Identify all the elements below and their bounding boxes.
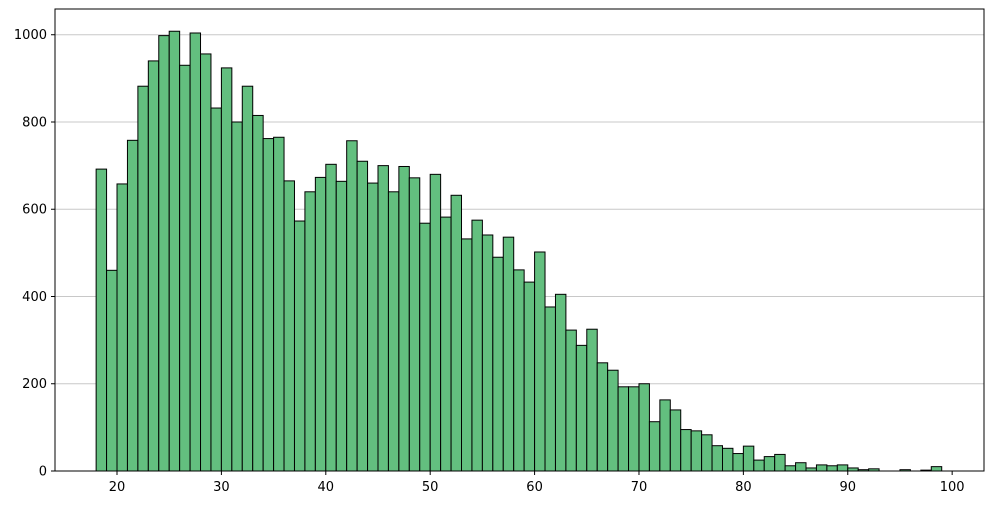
bar — [314, 176, 327, 472]
bar — [262, 138, 275, 472]
x-tick-label: 90 — [839, 480, 856, 495]
bar — [815, 464, 828, 472]
bar — [210, 107, 222, 472]
bar — [784, 465, 797, 472]
bar — [565, 329, 577, 472]
x-tick-label: 50 — [422, 480, 439, 495]
bar — [429, 173, 442, 472]
bar — [304, 191, 316, 472]
bar — [200, 53, 212, 472]
plot-frame — [54, 8, 985, 472]
bar — [398, 165, 410, 472]
bar — [158, 35, 170, 472]
bar — [461, 238, 473, 472]
bar — [826, 465, 838, 472]
bar — [450, 194, 463, 472]
y-tick-label: 200 — [22, 377, 47, 392]
bar — [231, 121, 243, 472]
bar — [648, 421, 661, 472]
bar — [471, 219, 483, 472]
bar — [283, 180, 295, 472]
bar — [774, 453, 786, 472]
bar — [836, 464, 849, 472]
bar — [325, 163, 337, 472]
bar — [742, 445, 755, 472]
bar — [534, 251, 546, 472]
y-tick-label: 0 — [39, 465, 47, 480]
bar — [179, 64, 191, 472]
bar — [523, 281, 536, 472]
bar — [669, 409, 682, 472]
y-tick-label: 1000 — [14, 28, 47, 43]
bar — [690, 430, 703, 472]
bar — [628, 386, 640, 472]
y-tick-label: 800 — [22, 115, 47, 130]
x-tick-label: 70 — [631, 480, 648, 495]
bar — [168, 30, 181, 472]
bar — [732, 453, 744, 472]
bar — [502, 236, 515, 472]
bar — [638, 383, 650, 472]
x-tick-label: 60 — [526, 480, 543, 495]
bar — [126, 139, 139, 472]
bar — [711, 445, 723, 472]
bar — [481, 234, 494, 472]
bar — [367, 182, 379, 472]
y-tick-label: 400 — [22, 290, 47, 305]
bar — [220, 67, 233, 472]
x-tick-label: 80 — [735, 480, 752, 495]
bar — [106, 269, 118, 472]
bar — [335, 180, 348, 472]
bar — [252, 114, 264, 472]
bar — [753, 459, 765, 472]
bar — [721, 447, 734, 472]
x-tick-label: 20 — [109, 480, 126, 495]
bar — [586, 328, 598, 472]
bar — [137, 85, 149, 472]
bar — [680, 429, 692, 472]
bar — [544, 306, 556, 472]
x-tick-label: 30 — [213, 480, 230, 495]
bar — [95, 168, 108, 472]
bar — [356, 160, 369, 472]
bar — [408, 177, 421, 472]
bar — [377, 165, 389, 472]
bar — [241, 85, 254, 472]
bar — [273, 136, 285, 472]
bar — [763, 456, 776, 472]
bar — [419, 222, 431, 472]
bar — [293, 220, 306, 472]
bar — [659, 399, 671, 472]
bar — [930, 466, 943, 472]
bar — [440, 216, 452, 472]
bar — [147, 60, 160, 472]
bar — [387, 191, 400, 472]
bar — [617, 386, 630, 472]
bar — [701, 434, 713, 472]
bar — [575, 344, 588, 472]
bar — [795, 462, 807, 472]
bar — [596, 362, 609, 472]
bar — [189, 32, 202, 472]
y-tick-label: 600 — [22, 203, 47, 218]
bar — [116, 183, 128, 472]
x-tick-label: 40 — [318, 480, 335, 495]
bar — [554, 293, 567, 472]
bar — [346, 140, 358, 472]
bar — [492, 256, 504, 472]
bar — [513, 269, 525, 472]
x-tick-label: 100 — [940, 480, 965, 495]
bar — [607, 369, 619, 472]
